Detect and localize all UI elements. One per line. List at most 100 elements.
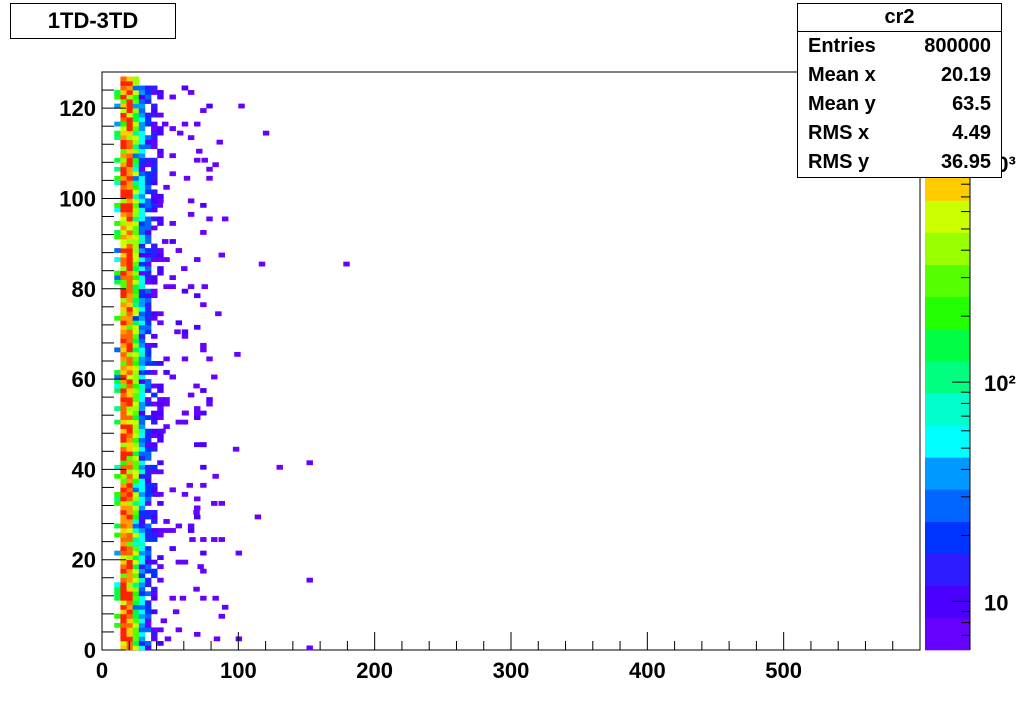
heatmap-cell [144,288,152,294]
heatmap-cell [120,410,127,416]
heatmap-cell [120,469,127,475]
heatmap-cell [114,388,121,393]
heatmap-cell [120,600,127,606]
heatmap-cell [169,284,176,290]
heatmap-cell [126,631,133,637]
heatmap-cell [132,613,140,619]
heatmap-cell [126,315,133,321]
heatmap-cell [120,627,127,633]
heatmap-cell [194,442,201,448]
heatmap-cell [144,528,152,533]
heatmap-cell [132,582,140,588]
heatmap-cell [126,311,133,317]
heatmap-cell [126,600,133,606]
heatmap-cell [151,202,158,208]
heatmap-cell [138,415,146,421]
heatmap-cell [126,618,133,624]
heatmap-cell [114,464,121,470]
palette-swatch [925,200,970,233]
heatmap-cell [126,216,133,222]
heatmap-cell [126,406,133,411]
heatmap-cell [126,270,133,276]
heatmap-cell [120,148,127,154]
heatmap-cell [114,595,121,601]
heatmap-cell [138,627,146,633]
heatmap-cell [144,117,152,122]
heatmap-cell [120,329,127,335]
heatmap-cell [151,162,158,168]
heatmap-cell [144,302,152,308]
stats-value: 800000 [924,35,991,57]
heatmap-cell [114,130,121,136]
heatmap-cell [144,279,152,285]
heatmap-cell [126,388,133,393]
heatmap-cell [181,333,189,339]
heatmap-cell [206,216,213,222]
heatmap-cell [157,460,164,466]
heatmap-cell [114,175,121,181]
heatmap-cell [138,153,146,159]
heatmap-cell [132,401,140,407]
heatmap-cell [163,370,170,375]
heatmap-cell [114,347,121,353]
heatmap-cell [169,487,176,493]
heatmap-cell [114,180,121,186]
heatmap-cell [163,519,170,524]
heatmap-cell [132,437,140,443]
heatmap-cell [126,361,133,366]
heatmap-cell [157,500,164,506]
heatmap-cell [151,446,158,452]
heatmap-cell [151,442,158,448]
heatmap-cell [138,586,146,592]
stats-row-rms-y: RMS y 36.95 [798,148,1001,177]
heatmap-cell [132,279,140,285]
heatmap-cell [126,424,133,430]
heatmap-cell [138,631,146,637]
heatmap-cell [120,302,127,308]
heatmap-cell [157,198,164,204]
heatmap-cell [132,329,140,335]
heatmap-cell [132,523,140,529]
heatmap-cell [144,361,152,366]
heatmap-cell [120,645,127,651]
heatmap-cell [144,180,152,186]
heatmap-cell [132,618,140,624]
heatmap-cell [126,180,133,186]
heatmap-cell [218,613,225,619]
heatmap-cell [132,306,140,312]
heatmap-cell [132,338,140,344]
heatmap-cell [144,175,152,181]
heatmap-cell [126,135,133,141]
heatmap-cell [126,514,133,520]
stats-row-mean-x: Mean x 20.19 [798,61,1001,90]
heatmap-cell [186,482,193,488]
heatmap-cell [138,338,146,344]
heatmap-cell [126,239,133,244]
heatmap-cell [211,500,218,506]
heatmap-cell [144,202,152,208]
heatmap-cell [200,442,207,448]
heatmap-cell [138,193,146,199]
heatmap-cell [120,401,127,407]
heatmap-cell [120,126,127,132]
heatmap-cell [126,356,133,362]
heatmap-cell [132,324,140,330]
heatmap-cell [132,631,140,637]
heatmap-cell [201,284,208,290]
heatmap-cell [151,157,158,163]
heatmap-cell [183,175,191,181]
heatmap-cell [156,202,163,208]
heatmap-cell [200,342,207,348]
y-tick-label: 40 [72,457,96,482]
heatmap-cell [126,293,133,299]
heatmap-cell [126,144,133,150]
heatmap-cell [157,130,164,136]
heatmap-cell [114,491,121,497]
heatmap-cell [132,135,140,141]
heatmap-cell [126,537,133,542]
heatmap-cell [120,397,127,402]
heatmap-cell [138,121,146,127]
heatmap-cell [126,595,133,601]
heatmap-cell [132,302,140,308]
heatmap-cell [144,356,152,362]
